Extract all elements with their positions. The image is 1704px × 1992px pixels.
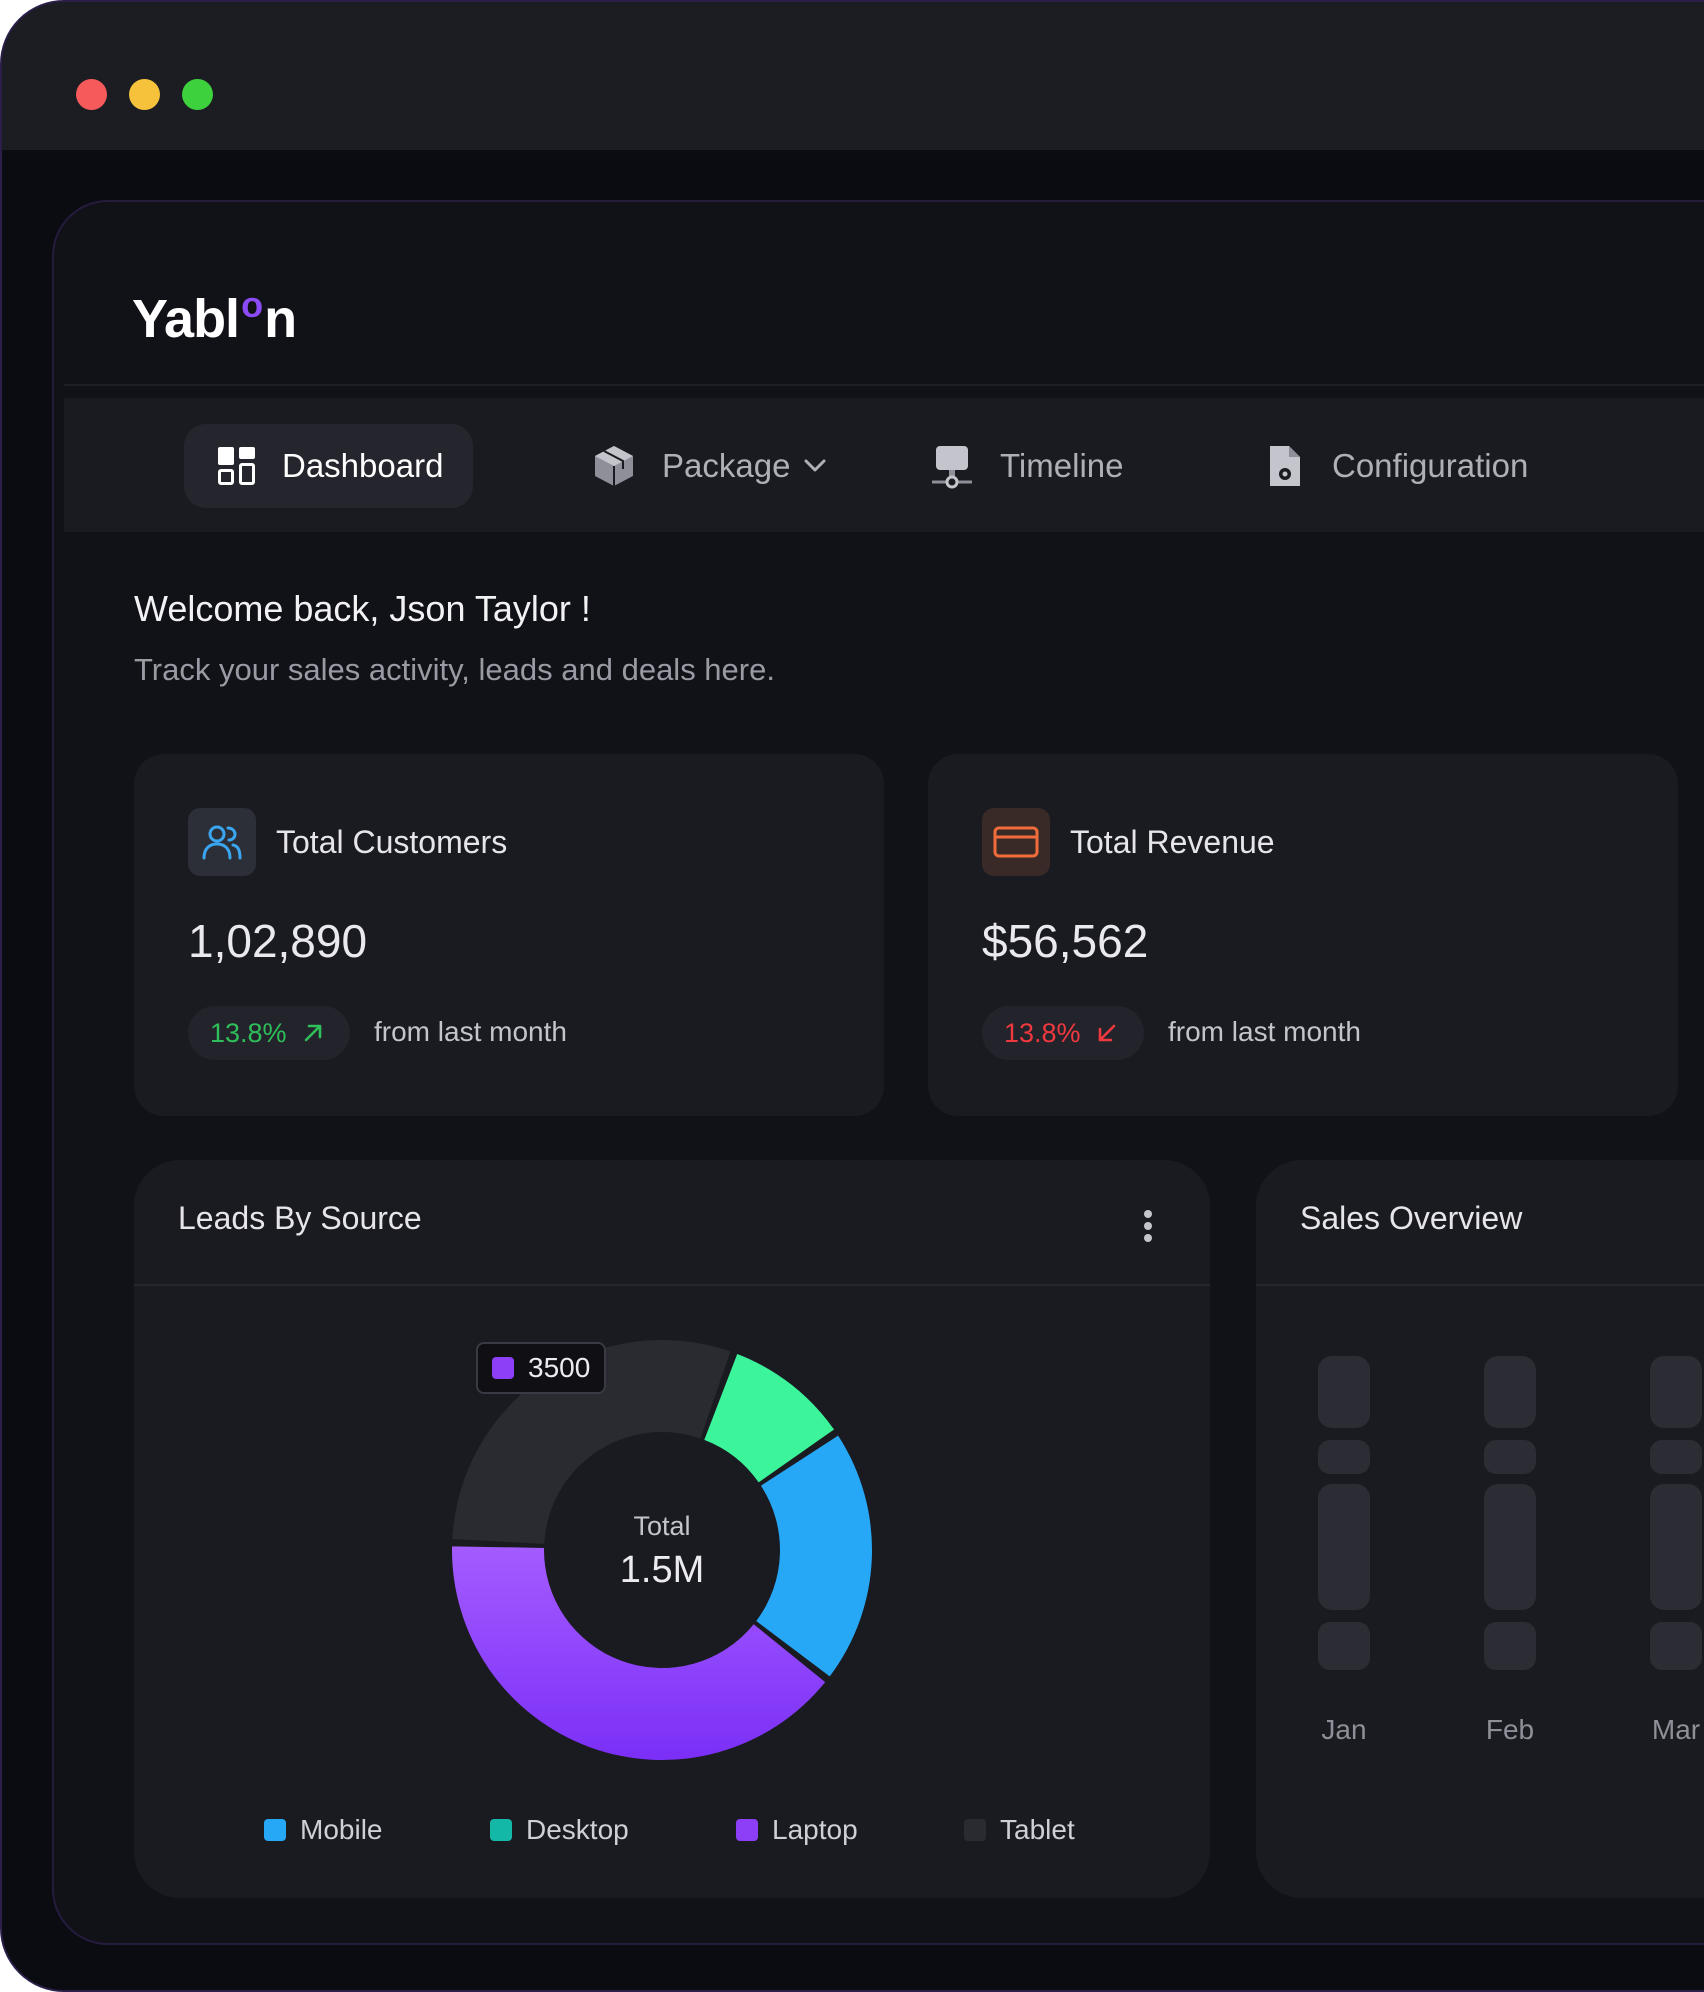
sales-overview-panel: Sales Overview: [1256, 1160, 1704, 1898]
sales-panel-title: Sales Overview: [1300, 1200, 1523, 1236]
window-titlebar: [2, 2, 1704, 150]
donut-slice-laptop[interactable]: [452, 1546, 826, 1760]
leads-panel-title: Leads By Source: [178, 1200, 422, 1236]
brand-logo[interactable]: Yablon: [132, 284, 297, 350]
configuration-file-icon: [1270, 446, 1300, 486]
leads-donut-chart: Total 1.5M: [452, 1340, 873, 1760]
leads-by-source-panel: Leads By Source Total 1.5M: [134, 1160, 1210, 1898]
tooltip-swatch: [492, 1357, 514, 1379]
donut-slice-tablet[interactable]: [452, 1340, 731, 1544]
customers-icon-box: [188, 808, 256, 876]
nav-package-label: Package: [662, 447, 791, 484]
nav-configuration[interactable]: Configuration: [1260, 424, 1528, 508]
revenue-from-text: from last month: [1168, 1016, 1361, 1047]
donut-slice-desktop[interactable]: [704, 1353, 835, 1483]
nav-package[interactable]: Package: [590, 424, 830, 508]
legend-tablet[interactable]: Tablet: [964, 1814, 1075, 1846]
legend-tablet-label: Tablet: [1000, 1814, 1075, 1845]
arrow-up-right-icon: [304, 1024, 321, 1042]
sales-bars-jan: [1318, 1356, 1370, 1670]
revenue-title: Total Revenue: [1070, 824, 1275, 860]
users-icon: [202, 825, 242, 860]
legend-desktop-label: Desktop: [526, 1814, 629, 1845]
arrow-down-left-icon: [1098, 1024, 1115, 1042]
welcome-heading: Welcome back, Json Taylor !: [134, 588, 591, 629]
chart-tooltip: 3500: [476, 1342, 607, 1394]
month-label-mar: Mar: [1651, 1714, 1701, 1745]
leads-panel-divider: [134, 1284, 1210, 1286]
legend-laptop-label: Laptop: [772, 1814, 858, 1845]
timeline-monitor-icon: [932, 446, 972, 489]
donut-center-label: Total: [633, 1511, 690, 1541]
legend-mobile-swatch: [264, 1819, 286, 1841]
legend-tablet-swatch: [964, 1819, 986, 1841]
close-window-button[interactable]: [76, 79, 107, 110]
legend-mobile[interactable]: Mobile: [264, 1814, 382, 1846]
legend-mobile-label: Mobile: [300, 1814, 383, 1845]
header-divider: [64, 384, 1704, 386]
legend-desktop[interactable]: Desktop: [490, 1814, 629, 1846]
customers-value: 1,02,890: [188, 915, 368, 967]
nav-configuration-label: Configuration: [1332, 447, 1529, 484]
logo-text-start: Yabl: [132, 289, 240, 349]
total-customers-card: Total Customers 1,02,890 13.8% from last…: [134, 754, 884, 1116]
nav-timeline[interactable]: Timeline: [928, 424, 1123, 508]
chevron-down-icon: [804, 459, 826, 472]
donut-slice-mobile[interactable]: [756, 1435, 873, 1677]
revenue-icon-box: [982, 808, 1050, 876]
customers-from-text: from last month: [374, 1016, 567, 1047]
main-navigation: Dashboard Package: [64, 398, 1704, 532]
customers-change-value: 13.8%: [210, 1017, 287, 1048]
legend-laptop-swatch: [736, 1819, 758, 1841]
dashboard-app: Yablon Dashboard Packa: [52, 200, 1704, 1945]
dashboard-grid-icon: [218, 447, 255, 485]
legend-desktop-swatch: [490, 1819, 512, 1841]
nav-dashboard-label: Dashboard: [282, 447, 444, 484]
month-label-jan: Jan: [1321, 1714, 1367, 1745]
package-box-icon: [595, 446, 633, 486]
more-options-icon[interactable]: [1142, 1208, 1154, 1244]
month-label-feb: Feb: [1485, 1714, 1535, 1745]
legend-laptop[interactable]: Laptop: [736, 1814, 858, 1846]
tooltip-value: 3500: [528, 1352, 591, 1383]
revenue-change-value: 13.8%: [1004, 1017, 1081, 1048]
sales-bar-chart: [1318, 1356, 1702, 1670]
customers-title: Total Customers: [276, 824, 508, 860]
maximize-window-button[interactable]: [182, 79, 213, 110]
credit-card-icon: [993, 826, 1039, 858]
revenue-value: $56,562: [982, 915, 1149, 967]
sales-panel-divider: [1256, 1284, 1704, 1286]
minimize-window-button[interactable]: [129, 79, 160, 110]
customers-change-badge: 13.8%: [188, 1006, 350, 1060]
logo-text-end: n: [264, 289, 297, 349]
total-revenue-card: Total Revenue $56,562 13.8% from last mo…: [928, 754, 1678, 1116]
nav-timeline-label: Timeline: [1000, 447, 1124, 484]
logo-o: o: [241, 284, 263, 325]
sales-bars-feb: [1484, 1356, 1536, 1670]
sales-bars-mar: [1650, 1356, 1702, 1670]
nav-dashboard[interactable]: Dashboard: [184, 424, 474, 508]
revenue-change-badge: 13.8%: [982, 1006, 1144, 1060]
donut-center-value: 1.5M: [620, 1549, 704, 1591]
welcome-subtitle: Track your sales activity, leads and dea…: [134, 652, 775, 687]
